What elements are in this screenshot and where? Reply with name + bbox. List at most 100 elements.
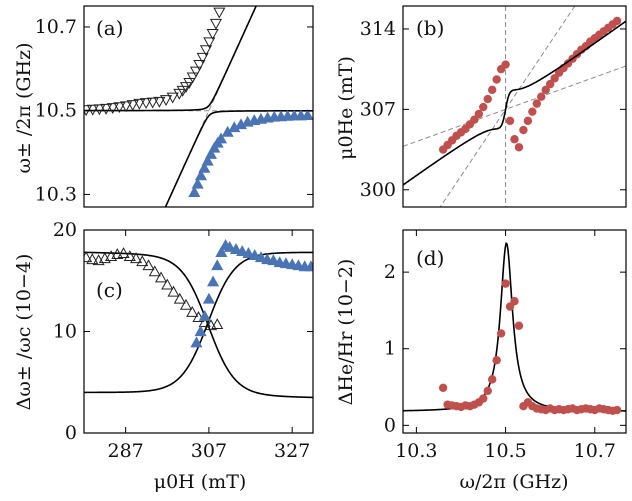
data-point	[479, 102, 488, 112]
data-point	[510, 297, 519, 306]
y-tick-label: 307	[360, 98, 396, 120]
x-tick-label: 10.7	[574, 440, 616, 462]
upper-branch-point	[203, 37, 216, 49]
y-tick-label: 0	[65, 422, 77, 444]
data-point	[483, 386, 492, 396]
data-point	[532, 99, 541, 108]
upper-branch-point	[213, 7, 226, 19]
plot-area-d: 0 1 2 10.3 10.5 10.7	[384, 229, 627, 462]
y-tick-label: 314	[360, 18, 396, 40]
y-tick-label: 20	[53, 219, 77, 241]
panel-b: 300 307 314 (b) μ0He (mT)	[335, 5, 627, 208]
filled-triangle-point	[211, 259, 224, 271]
filled-triangle-point	[223, 241, 236, 252]
upper-branch-point	[106, 103, 119, 114]
upper-branch-point	[146, 97, 159, 109]
filled-triangle-point	[190, 336, 203, 348]
guide-line-shallow	[403, 65, 626, 147]
open-triangle-point	[198, 316, 211, 328]
filled-triangle-point	[242, 247, 255, 259]
y-axis-label-a: ω± /2π (GHz)	[13, 42, 35, 173]
open-triangle-point	[86, 253, 99, 265]
lower-branch-point	[214, 132, 228, 144]
data-point	[479, 394, 488, 403]
lower-branch-point	[191, 177, 204, 189]
open-triangle-point	[186, 305, 199, 317]
y-tick-label: 0	[384, 414, 396, 436]
data-point	[505, 116, 515, 126]
open-triangle-point	[98, 252, 111, 264]
lower-branch-point	[188, 186, 201, 198]
panel-label-d: (d)	[416, 246, 444, 270]
plot-area-b: 300 307 314	[360, 5, 627, 208]
panel-a: 10.3 10.5 10.7 (a) ω± /2π (GHz)	[13, 5, 314, 208]
guide-magnon-mode	[164, 6, 257, 207]
axes-frame	[83, 5, 314, 208]
data-point	[474, 109, 484, 119]
filled-triangle-point	[194, 325, 207, 337]
data-point	[541, 85, 550, 95]
y-tick-label: 1	[384, 338, 396, 360]
open-triangle-point	[179, 298, 193, 310]
markers-c	[84, 238, 313, 348]
panel-label-c: (c)	[96, 278, 123, 302]
data-point	[501, 279, 510, 288]
fit-rising	[84, 251, 313, 394]
filled-triangle-point	[248, 249, 261, 261]
data-point	[488, 375, 497, 384]
data-point	[523, 116, 533, 126]
data-point	[537, 92, 546, 101]
upper-branch-point	[166, 92, 179, 104]
plot-area-c: 0 10 20 287 307 327	[53, 219, 314, 462]
y-tick-label: 10	[53, 321, 77, 343]
filled-triangle-point	[202, 292, 215, 304]
fit-falling	[84, 251, 313, 399]
upper-branch-point	[159, 95, 173, 107]
markers-d	[438, 279, 622, 415]
x-axis-label-d: ω/2π (GHz)	[459, 471, 568, 493]
panel-label-a: (a)	[96, 16, 124, 40]
y-tick-label: 10.5	[35, 100, 77, 122]
filled-triangle-point	[229, 243, 243, 254]
filled-triangle-point	[236, 245, 249, 256]
open-triangle-point	[161, 278, 174, 290]
data-point	[514, 143, 524, 152]
upper-branch-point	[196, 52, 209, 64]
data-point	[492, 75, 501, 84]
upper-branch-point	[153, 96, 166, 108]
data-point	[612, 16, 622, 26]
y-tick-label: 10.7	[35, 16, 77, 38]
open-triangle-point	[148, 265, 161, 277]
filled-triangle-point	[267, 254, 280, 266]
x-tick-label: 10.3	[395, 440, 437, 462]
lower-branch-point	[301, 109, 313, 120]
fit-lower-branch	[164, 110, 313, 207]
upper-branch-point	[113, 102, 126, 114]
filled-triangle-point	[198, 310, 211, 321]
filled-triangle-point	[304, 260, 313, 272]
data-point	[438, 383, 448, 393]
open-triangle-point	[211, 318, 224, 330]
y-tick-label: 2	[384, 261, 396, 283]
panel-label-b: (b)	[416, 16, 444, 40]
open-triangle-point	[129, 252, 143, 264]
lower-branch-point	[204, 148, 218, 159]
axes-frame	[402, 5, 627, 208]
open-triangle-point	[117, 247, 130, 259]
upper-branch-point	[186, 72, 199, 84]
open-triangle-point	[154, 271, 168, 283]
y-axis-label-c: Δω± /ωc (10−4)	[13, 254, 35, 411]
upper-branch-point	[133, 98, 146, 110]
upper-branch-point	[120, 101, 133, 113]
y-tick-label: 300	[360, 179, 396, 201]
open-triangle-point	[136, 255, 149, 267]
panel-c: 0 10 20 287 307 327 (c) Δω± /ωc (10−4) μ0H (m…	[13, 219, 314, 493]
y-tick-label: 10.3	[35, 183, 77, 205]
upper-branch-point	[126, 100, 139, 112]
open-triangle-point	[167, 285, 180, 297]
data-point	[528, 107, 537, 116]
filled-triangle-point	[207, 275, 220, 287]
open-triangle-point	[173, 292, 186, 304]
panel-d: 0 1 2 10.3 10.5 10.7 (d) ΔHe/Hr (10−2) ω/2π (…	[335, 229, 627, 493]
